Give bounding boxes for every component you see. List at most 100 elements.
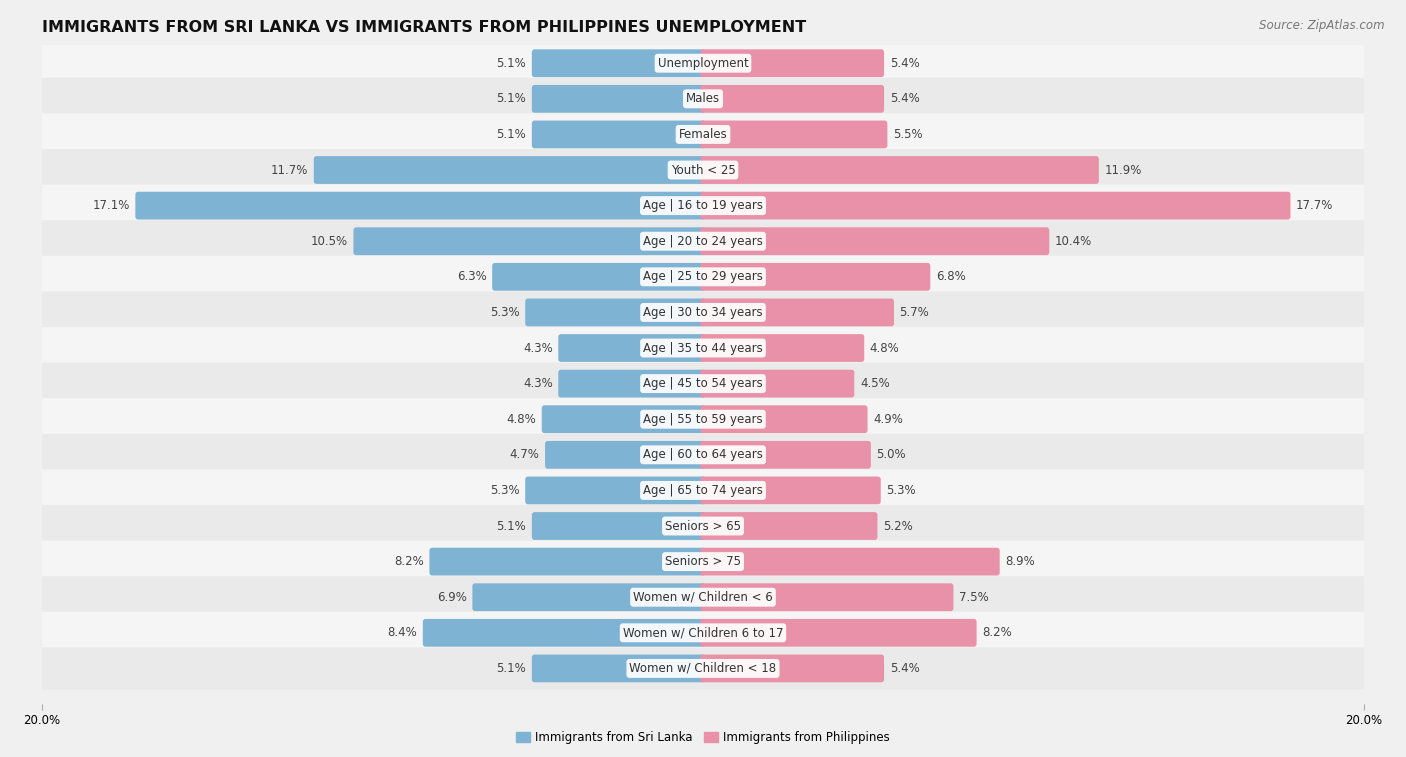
Text: 6.9%: 6.9% (437, 590, 467, 604)
Text: Unemployment: Unemployment (658, 57, 748, 70)
FancyBboxPatch shape (423, 619, 706, 646)
FancyBboxPatch shape (353, 227, 706, 255)
Text: Age | 65 to 74 years: Age | 65 to 74 years (643, 484, 763, 497)
FancyBboxPatch shape (700, 512, 877, 540)
Text: 5.3%: 5.3% (491, 306, 520, 319)
Text: 8.2%: 8.2% (394, 555, 423, 568)
FancyBboxPatch shape (314, 156, 706, 184)
FancyBboxPatch shape (472, 584, 706, 611)
FancyBboxPatch shape (700, 619, 977, 646)
Text: 6.3%: 6.3% (457, 270, 486, 283)
Text: 4.8%: 4.8% (506, 413, 536, 425)
FancyBboxPatch shape (700, 156, 1099, 184)
FancyBboxPatch shape (558, 369, 706, 397)
FancyBboxPatch shape (37, 256, 1369, 298)
FancyBboxPatch shape (546, 441, 706, 469)
Text: 11.9%: 11.9% (1105, 164, 1142, 176)
FancyBboxPatch shape (37, 220, 1369, 262)
Text: Women w/ Children < 18: Women w/ Children < 18 (630, 662, 776, 675)
FancyBboxPatch shape (37, 505, 1369, 547)
FancyBboxPatch shape (37, 363, 1369, 405)
FancyBboxPatch shape (531, 512, 706, 540)
Text: 6.8%: 6.8% (936, 270, 966, 283)
FancyBboxPatch shape (700, 334, 865, 362)
Text: 5.1%: 5.1% (496, 92, 526, 105)
FancyBboxPatch shape (700, 263, 931, 291)
FancyBboxPatch shape (37, 114, 1369, 155)
Text: Youth < 25: Youth < 25 (671, 164, 735, 176)
FancyBboxPatch shape (526, 476, 706, 504)
Text: 5.3%: 5.3% (886, 484, 915, 497)
Text: Males: Males (686, 92, 720, 105)
Text: 4.8%: 4.8% (870, 341, 900, 354)
Text: Women w/ Children < 6: Women w/ Children < 6 (633, 590, 773, 604)
Text: 8.2%: 8.2% (983, 626, 1012, 640)
FancyBboxPatch shape (531, 49, 706, 77)
Text: Source: ZipAtlas.com: Source: ZipAtlas.com (1260, 19, 1385, 32)
Text: 5.7%: 5.7% (900, 306, 929, 319)
Text: 11.7%: 11.7% (271, 164, 308, 176)
Text: Age | 35 to 44 years: Age | 35 to 44 years (643, 341, 763, 354)
Text: 5.4%: 5.4% (890, 57, 920, 70)
Text: 10.5%: 10.5% (311, 235, 347, 248)
FancyBboxPatch shape (700, 476, 880, 504)
FancyBboxPatch shape (429, 548, 706, 575)
Text: Age | 45 to 54 years: Age | 45 to 54 years (643, 377, 763, 390)
FancyBboxPatch shape (531, 85, 706, 113)
FancyBboxPatch shape (526, 298, 706, 326)
FancyBboxPatch shape (700, 227, 1049, 255)
Text: 5.0%: 5.0% (876, 448, 905, 461)
FancyBboxPatch shape (37, 469, 1369, 512)
FancyBboxPatch shape (492, 263, 706, 291)
FancyBboxPatch shape (37, 149, 1369, 191)
FancyBboxPatch shape (531, 655, 706, 682)
FancyBboxPatch shape (37, 612, 1369, 654)
Text: 4.9%: 4.9% (873, 413, 903, 425)
Text: 7.5%: 7.5% (959, 590, 988, 604)
Text: 5.1%: 5.1% (496, 519, 526, 532)
Text: 5.1%: 5.1% (496, 128, 526, 141)
Text: 5.5%: 5.5% (893, 128, 922, 141)
FancyBboxPatch shape (558, 334, 706, 362)
FancyBboxPatch shape (37, 647, 1369, 690)
Text: Age | 20 to 24 years: Age | 20 to 24 years (643, 235, 763, 248)
Legend: Immigrants from Sri Lanka, Immigrants from Philippines: Immigrants from Sri Lanka, Immigrants fr… (516, 731, 890, 744)
Text: 8.4%: 8.4% (388, 626, 418, 640)
Text: Seniors > 75: Seniors > 75 (665, 555, 741, 568)
Text: Age | 55 to 59 years: Age | 55 to 59 years (643, 413, 763, 425)
FancyBboxPatch shape (37, 398, 1369, 441)
Text: Age | 30 to 34 years: Age | 30 to 34 years (643, 306, 763, 319)
FancyBboxPatch shape (37, 42, 1369, 84)
Text: 5.1%: 5.1% (496, 662, 526, 675)
FancyBboxPatch shape (700, 85, 884, 113)
Text: 5.1%: 5.1% (496, 57, 526, 70)
Text: 5.4%: 5.4% (890, 662, 920, 675)
Text: Age | 60 to 64 years: Age | 60 to 64 years (643, 448, 763, 461)
FancyBboxPatch shape (541, 405, 706, 433)
Text: 8.9%: 8.9% (1005, 555, 1035, 568)
Text: Age | 16 to 19 years: Age | 16 to 19 years (643, 199, 763, 212)
FancyBboxPatch shape (700, 405, 868, 433)
Text: 4.3%: 4.3% (523, 341, 553, 354)
Text: 10.4%: 10.4% (1054, 235, 1092, 248)
Text: 4.5%: 4.5% (860, 377, 890, 390)
FancyBboxPatch shape (37, 291, 1369, 333)
Text: 5.2%: 5.2% (883, 519, 912, 532)
Text: 4.3%: 4.3% (523, 377, 553, 390)
Text: Females: Females (679, 128, 727, 141)
Text: 5.3%: 5.3% (491, 484, 520, 497)
FancyBboxPatch shape (37, 327, 1369, 369)
Text: 5.4%: 5.4% (890, 92, 920, 105)
FancyBboxPatch shape (37, 185, 1369, 226)
FancyBboxPatch shape (531, 120, 706, 148)
FancyBboxPatch shape (700, 298, 894, 326)
FancyBboxPatch shape (37, 540, 1369, 583)
Text: Seniors > 65: Seniors > 65 (665, 519, 741, 532)
FancyBboxPatch shape (700, 369, 855, 397)
FancyBboxPatch shape (135, 192, 706, 220)
FancyBboxPatch shape (700, 441, 870, 469)
Text: 17.7%: 17.7% (1296, 199, 1333, 212)
FancyBboxPatch shape (700, 548, 1000, 575)
Text: 17.1%: 17.1% (93, 199, 129, 212)
FancyBboxPatch shape (700, 49, 884, 77)
